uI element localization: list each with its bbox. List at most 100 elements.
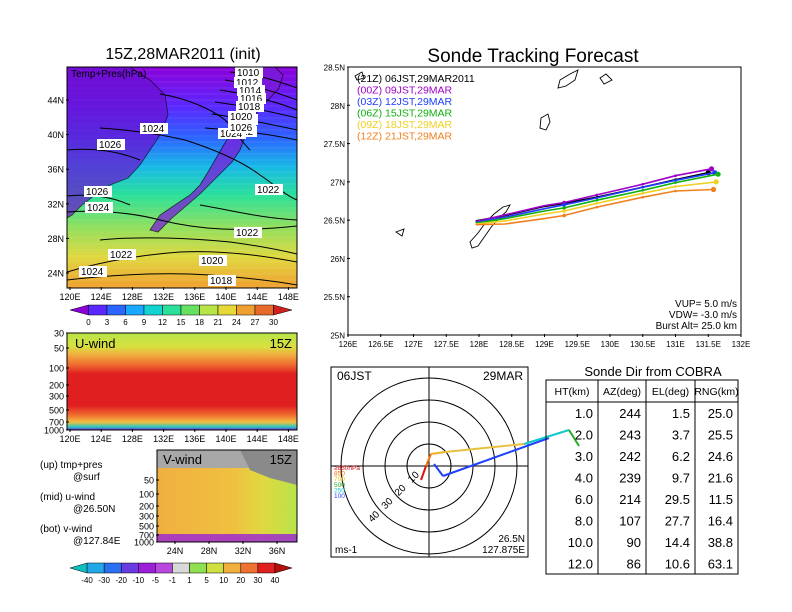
track-point [641,182,645,186]
track-y-tick-label: 26N [330,255,345,264]
hodograph-segment [442,437,550,477]
colorbar-label: 0 [86,318,91,327]
colorbar-swatch [88,304,108,316]
polar-level-label: ≥850hPa [334,465,360,472]
map-y-tick-label: 24N [47,269,64,279]
hodograph-segment [568,429,580,447]
map-x-tick-label: 124E [91,292,112,302]
colorbar-label: 3 [105,318,110,327]
wind-colorbar-label: 30 [253,576,262,585]
wind-colorbar-swatch [120,562,139,574]
legend-line-1: (up) tmp+pres [40,460,103,471]
isobar-label: 1020 [201,256,224,267]
map-x-tick-label: 136E [184,292,205,302]
uwind-y-tick-label: 100 [49,364,64,374]
track-x-tick-label: 128.5E [499,340,524,349]
wind-colorbar-swatch [189,562,207,574]
colorbar-swatch [199,304,219,316]
track-point [595,193,599,197]
isobar-label: 1018 [238,102,261,113]
vwind-x-axis: 24N 28N 32N 36N [167,541,285,556]
isobar-label-bg [235,67,263,78]
tracking-legend-entry: (21Z) 06JST,29MAR2011 [357,73,475,85]
uwind-x-tick-label: 144E [247,434,268,444]
wind-colorbar-label: 20 [236,576,245,585]
wind-colorbar-swatch [257,562,276,574]
uwind-y-tick-label: 200 [49,381,64,391]
track-x-tick-label: 130E [601,340,620,349]
track-y-tick-label: 27N [330,178,345,187]
colorbar-label: 6 [123,318,128,327]
wind-colorbar-label: -1 [169,576,177,585]
track-mid-marker [562,209,566,213]
uwind-y-tick-label: 1000 [44,426,64,436]
colorbar-label: 30 [269,318,278,327]
wind-colorbar-label: -40 [81,576,93,585]
track-point [595,198,599,202]
vwind-frame [156,449,298,543]
uwind-label: U-wind [75,336,115,351]
param-burst: Burst Alt= 25.0 km [656,321,737,332]
uwind-x-tick-label: 140E [215,434,236,444]
isobar-label-bg [108,249,136,260]
cobra-cell: 38.8 [708,535,733,550]
track-y-tick-label: 27.5N [324,140,346,149]
cobra-cell: 27.7 [665,514,690,529]
colorbar-label: 9 [142,318,147,327]
isobar-labels: 1010101210141016101810201022102410261026… [79,67,283,287]
cobra-cell: 3.7 [672,428,690,443]
track-x-tick-label: 132E [732,340,751,349]
track-point [674,181,677,184]
track-mid-marker [562,203,566,207]
cobra-table-border [545,379,739,575]
polar-level-label: 700 [334,476,345,483]
cobra-cell: 1.0 [575,406,593,421]
tracking-legend-entry: (12Z) 21JST,29MAR [357,131,453,143]
isobar-label: 1014 [239,86,262,97]
map-x-tick-label: 144E [247,292,268,302]
isobar-label-bg [84,186,112,197]
cobra-header-cell: RNG(km) [694,386,738,398]
vwind-y-tick-label: 1000 [134,538,154,548]
hodograph-segment [420,465,427,481]
legend-line-5: (bot) v-wind [40,524,92,535]
param-vup: VUP= 5.0 m/s [675,299,737,310]
cobra-cell: 63.1 [708,557,733,572]
track-x-tick-label: 130.5E [630,340,655,349]
track-point [641,195,645,199]
uwind-frame [66,332,298,431]
cobra-cell: 9.7 [672,471,690,486]
tracking-legend: (21Z) 06JST,29MAR2011(00Z) 09JST,29MAR(0… [357,73,475,143]
track-line-3 [475,173,719,224]
track-y-tick-label: 26.5N [324,217,346,226]
wind-colorbar-label: 1 [187,576,192,585]
tracking-x-axis: 126E 126.5E 127E 127.5E 128E 128.5E 129E 129.5E… [339,334,751,349]
tracking-legend-entry: (09Z) 18JST,29MAR [357,119,453,131]
cobra-header-cell: HT(km) [555,386,590,398]
isobar-label: 1024 [87,203,110,214]
colorbar-label: 21 [214,318,223,327]
cobra-cell: 10.0 [568,535,593,550]
wind-colorbar-swatch [155,562,173,574]
track-end-marker [715,171,721,177]
cobra-cell: 214 [619,492,641,507]
cobra-table: HT(km) AZ(deg) EL(deg) RNG(km) 1.0 244 1.5 25.0… [545,379,739,575]
isobar-label-bg [228,122,256,133]
track-end-marker [708,166,715,172]
isobar-label: 1026 [86,187,109,198]
tracking-frame [347,66,742,336]
cobra-header-cell: EL(deg) [652,386,689,398]
small-island-3 [599,73,613,85]
wind-colorbar-swatch [223,562,242,574]
isobar-label: 1026 [230,123,253,134]
colorbar-swatch [69,304,89,316]
map-x-axis: 120E 124E 128E 132E 136E 140E 144E 148E [59,287,299,302]
colorbar-label: 24 [232,318,241,327]
vwind-time: 15Z [270,452,292,467]
vwind-x-tick-label: 24N [167,546,184,556]
isobar-label-bg [234,227,262,238]
track-end-marker [713,179,719,185]
map-x-tick-label: 120E [59,292,80,302]
